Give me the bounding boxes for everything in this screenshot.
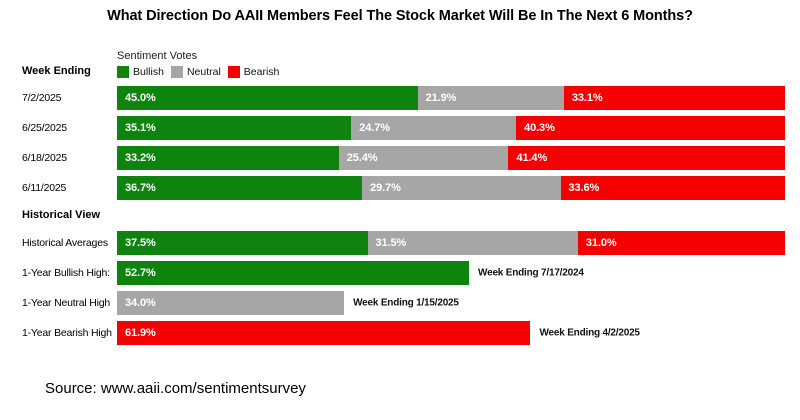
legend-label: Neutral [186, 66, 221, 78]
bar-annotation: Week Ending 7/17/2024 [478, 267, 584, 279]
bar-track: 61.9% Week Ending 4/2/2025 [117, 321, 785, 345]
historical-rows-group: Historical Averages 37.5% 31.5% 31.0% 1-Year… [22, 231, 785, 345]
segment-value-label: 37.5% [125, 237, 156, 249]
bearish-bar-segment: 61.9% [117, 321, 531, 345]
segment-value-label: 24.7% [359, 122, 390, 134]
segment-value-label: 36.7% [125, 182, 156, 194]
neutral-bar-segment: 25.4% [338, 146, 509, 170]
chart-row: 1-Year Neutral High 34.0% Week Ending 1/15… [22, 291, 785, 315]
legend-label: Bearish [243, 66, 280, 78]
row-label: 7/2/2025 [22, 92, 62, 104]
row-label: 6/18/2025 [22, 152, 67, 164]
chart-row: 1-Year Bearish High 61.9% Week Ending 4/2/… [22, 321, 785, 345]
neutral-bar-segment: 21.9% [417, 86, 564, 110]
row-label: 1-Year Bullish High: [22, 267, 110, 279]
segment-value-label: 41.4% [516, 152, 548, 164]
bearish-bar-segment: 33.1% [563, 86, 785, 110]
source-text: Source: www.aaii.com/sentimentsurvey [45, 380, 306, 397]
chart-row: 6/25/2025 35.1% 24.7% 40.3% [22, 116, 785, 140]
row-label: 6/25/2025 [22, 122, 67, 134]
weekly-rows-group: 7/2/2025 45.0% 21.9% 33.1% 6/25/2025 35.1% 24.… [22, 86, 785, 200]
legend-title: Sentiment Votes [117, 50, 198, 62]
row-label: 1-Year Bearish High [22, 327, 112, 339]
segment-value-label: 33.1% [571, 92, 603, 104]
bar-track: 35.1% 24.7% 40.3% [117, 116, 785, 140]
neutral-bar-segment: 31.5% [367, 231, 578, 255]
legend-items: Bullish Neutral Bearish [117, 66, 286, 78]
segment-value-label: 31.5% [375, 237, 407, 249]
bearish-bar-segment: 40.3% [516, 116, 785, 140]
chart-row: 6/11/2025 36.7% 29.7% 33.6% [22, 176, 785, 200]
bullish-bar-segment: 45.0% [117, 86, 418, 110]
legend-label: Bullish [133, 66, 164, 78]
neutral-bar-segment: 34.0% [117, 291, 345, 315]
neutral-swatch-icon [170, 66, 183, 78]
chart-area: Week Ending Sentiment Votes Bullish Neutr… [22, 50, 785, 351]
bullish-bar-segment: 33.2% [117, 146, 339, 170]
bullish-swatch-icon [117, 66, 129, 78]
bullish-bar-segment: 52.7% [117, 261, 470, 285]
bearish-bar-segment: 33.6% [560, 176, 785, 200]
row-label: 6/11/2025 [22, 182, 67, 194]
segment-value-label: 33.6% [568, 182, 600, 194]
bullish-bar-segment: 35.1% [117, 116, 352, 140]
segment-value-label: 45.0% [125, 92, 156, 104]
bar-track: 37.5% 31.5% 31.0% [117, 231, 785, 255]
segment-value-label: 29.7% [370, 182, 401, 194]
segment-value-label: 33.2% [125, 152, 156, 164]
row-label: Historical Averages [22, 237, 108, 249]
bearish-bar-segment: 31.0% [577, 231, 785, 255]
bar-track: 33.2% 25.4% 41.4% [117, 146, 785, 170]
legend: Sentiment Votes Bullish Neutral Bearish [117, 50, 286, 78]
segment-value-label: 61.9% [125, 327, 156, 339]
bullish-bar-segment: 37.5% [117, 231, 368, 255]
segment-value-label: 21.9% [425, 92, 457, 104]
chart-row: Historical Averages 37.5% 31.5% 31.0% [22, 231, 785, 255]
bar-track: 45.0% 21.9% 33.1% [117, 86, 785, 110]
neutral-bar-segment: 24.7% [351, 116, 517, 140]
chart-row: 7/2/2025 45.0% 21.9% 33.1% [22, 86, 785, 110]
chart-header-row: Week Ending Sentiment Votes Bullish Neutr… [22, 50, 785, 78]
bar-track: 52.7% Week Ending 7/17/2024 [117, 261, 785, 285]
bar-track: 34.0% Week Ending 1/15/2025 [117, 291, 785, 315]
historical-view-header: Historical View [22, 209, 101, 221]
chart-row: 1-Year Bullish High: 52.7% Week Ending 7/1… [22, 261, 785, 285]
bar-track: 36.7% 29.7% 33.6% [117, 176, 785, 200]
row-label: 1-Year Neutral High [22, 297, 111, 309]
segment-value-label: 35.1% [125, 122, 156, 134]
neutral-bar-segment: 29.7% [362, 176, 561, 200]
segment-value-label: 34.0% [125, 297, 156, 309]
bearish-bar-segment: 41.4% [508, 146, 785, 170]
segment-value-label: 31.0% [585, 237, 617, 249]
bar-annotation: Week Ending 4/2/2025 [539, 327, 640, 339]
legend-item-neutral: Neutral [170, 66, 221, 78]
segment-value-label: 52.7% [125, 267, 156, 279]
segment-value-label: 25.4% [346, 152, 378, 164]
bearish-swatch-icon [227, 66, 240, 78]
legend-item-bearish: Bearish [227, 66, 280, 78]
bullish-bar-segment: 36.7% [117, 176, 363, 200]
segment-value-label: 40.3% [524, 122, 555, 134]
week-ending-header: Week Ending [22, 65, 91, 77]
chart-row: 6/18/2025 33.2% 25.4% 41.4% [22, 146, 785, 170]
legend-item-bullish: Bullish [117, 66, 164, 78]
chart-title: What Direction Do AAII Members Feel The … [107, 8, 693, 24]
bar-annotation: Week Ending 1/15/2025 [353, 297, 459, 309]
